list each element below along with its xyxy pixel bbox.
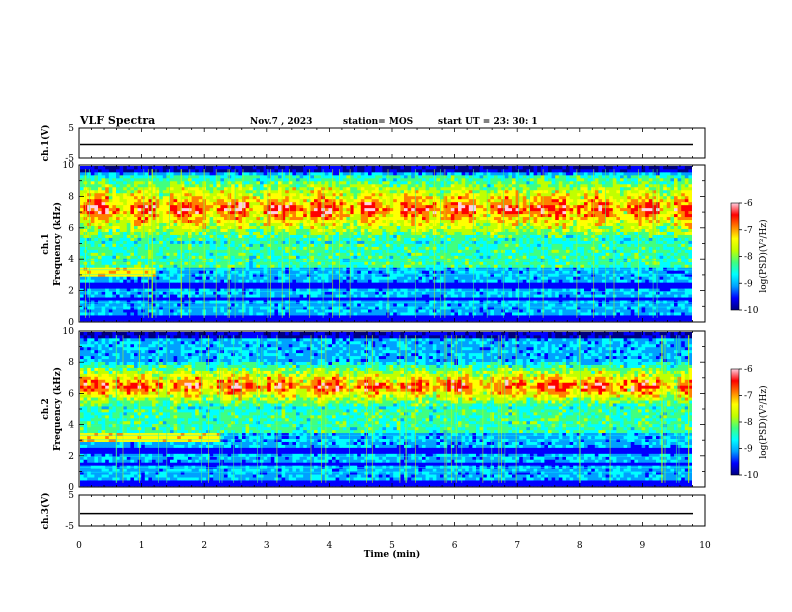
x-tick-label: 2 [201,541,207,551]
ch3-voltage-ylabel: ch.3(V) [40,493,51,530]
x-tick-label: 10 [699,541,711,551]
start-time-label: start UT = 23: 30: 1 [438,117,538,127]
x-tick-label: 0 [76,541,82,551]
colorbar-tick-label: -6 [744,365,753,375]
ch1-voltage-panel [78,127,706,159]
date-label: Nov.7 , 2023 [250,117,312,127]
ch1-colorbar-ticks: -6 -7 -8 -9 -10 [739,199,759,316]
x-tick-label: 1 [139,541,145,551]
colorbar-tick-label: -8 [744,253,753,263]
y-tick-label: 8 [68,192,74,202]
y-tick-label: 0 [68,318,74,328]
y-tick-label: 6 [68,389,74,399]
y-tick-label: 10 [63,327,75,337]
y-tick-label: 4 [68,255,74,265]
x-tick-label: 4 [327,541,333,551]
ch1-voltage-ylabel: ch.1(V) [40,125,51,162]
ch2-colorbar-ticks: -6 -7 -8 -9 -10 [739,365,759,481]
colorbar-tick-label: -8 [744,418,753,428]
y-tick-label: 6 [68,224,74,234]
ch1-colorbar-label: log(PSD)(V²/Hz) [758,219,769,292]
x-tick-label: 9 [640,541,646,551]
ch1-spectrogram [80,166,704,322]
ch2-colorbar-label: log(PSD)(V²/Hz) [758,385,769,458]
ch3-voltage-panel [78,494,706,527]
ch2-spectrogram-channel-label: ch.2 [41,398,51,419]
y-tick-label: 8 [68,358,74,368]
y-tick-label: -5 [65,522,74,532]
y-tick-label: 5 [68,491,74,501]
colorbar-tick-label: -7 [744,226,753,236]
colorbar-tick-label: -7 [744,392,753,402]
colorbar-tick-label: -6 [744,199,753,209]
x-tick-label: 7 [514,541,520,551]
y-tick-label: 4 [68,421,74,431]
y-tick-label: 0 [68,483,74,493]
y-tick-label: -5 [65,154,74,164]
colorbar-tick-label: -9 [744,445,753,455]
y-tick-label: 5 [68,124,74,134]
colorbar-tick-label: -10 [744,306,759,316]
colorbar-tick-label: -9 [744,279,753,289]
x-tick-label: 6 [452,541,458,551]
y-tick-label: 2 [68,452,74,462]
y-tick-label: 10 [63,161,75,171]
ch2-spectrogram-ylabel: Frequency (kHz) [52,367,63,451]
x-tick-label: 5 [389,541,395,551]
y-tick-label: 2 [68,287,74,297]
ch2-spectrogram [80,332,704,487]
x-axis-label: Time (min) [364,549,421,560]
colorbar-tick-label: -10 [744,471,759,481]
x-tick-label: 3 [264,541,270,551]
figure-title: VLF Spectra [79,114,155,127]
x-tick-label: 8 [577,541,583,551]
ch1-spectrogram-ylabel: Frequency (kHz) [52,202,63,286]
ch2-colorbar [730,368,740,476]
station-label: station= MOS [343,117,413,127]
ch1-spectrogram-channel-label: ch.1 [41,233,51,254]
ch1-colorbar [730,202,740,311]
